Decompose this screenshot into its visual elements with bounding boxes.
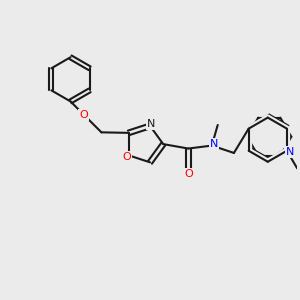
Text: N: N [147, 119, 156, 129]
Text: N: N [210, 139, 218, 149]
Text: O: O [80, 110, 88, 120]
Text: O: O [122, 152, 130, 162]
Text: N: N [286, 147, 295, 157]
Text: O: O [184, 169, 193, 178]
